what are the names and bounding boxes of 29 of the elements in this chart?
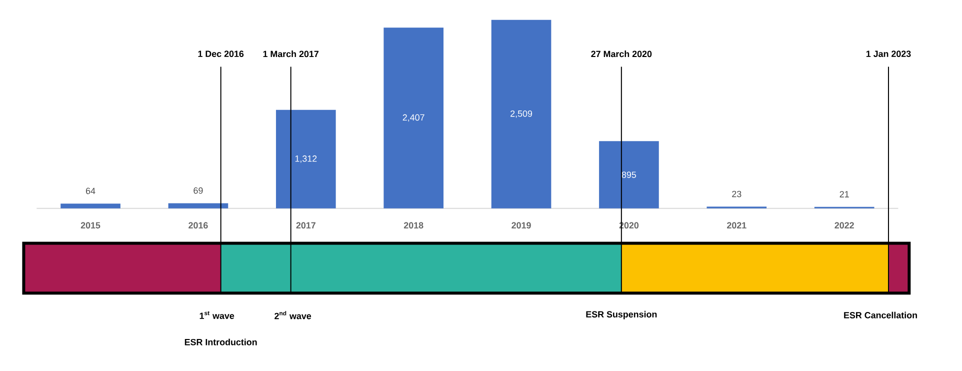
x-tick-label: 2018	[404, 222, 424, 229]
x-tick-label: 2019	[512, 222, 531, 229]
bar	[276, 110, 336, 208]
text: 1$^{st}$ wave	[200, 311, 234, 320]
x-tick-label: 2022	[834, 222, 854, 229]
text: 2$^{nd}$ wave	[274, 311, 312, 320]
ref-line-label: 1 March 2017	[263, 50, 318, 58]
data-label: 2,509	[510, 110, 532, 118]
data-label: 64	[86, 188, 96, 194]
data-label: 23	[732, 190, 742, 198]
bar	[491, 20, 552, 208]
bar	[599, 141, 659, 208]
data-label: 69	[194, 187, 203, 194]
bar	[168, 203, 228, 208]
data-label: 2,407	[402, 114, 424, 122]
data-label: 21	[840, 191, 849, 198]
bar	[60, 204, 120, 208]
data-label: 1,312	[295, 155, 317, 163]
x-tick-label: 2021	[727, 222, 746, 229]
text: ESR Suspension	[586, 310, 657, 320]
x-tick-label: 2016	[188, 222, 208, 229]
x-tick-label: 2017	[296, 222, 316, 229]
ref-line-label: 27 March 2020	[591, 50, 652, 58]
x-tick-label: 2015	[80, 222, 100, 229]
bar	[384, 28, 444, 208]
ref-line-label: 1 Dec 2016	[198, 50, 244, 58]
text: ESR Introduction	[184, 338, 257, 346]
ref-line-label: 1 Jan 2023	[866, 50, 911, 58]
text: ESR Cancellation	[844, 312, 917, 318]
